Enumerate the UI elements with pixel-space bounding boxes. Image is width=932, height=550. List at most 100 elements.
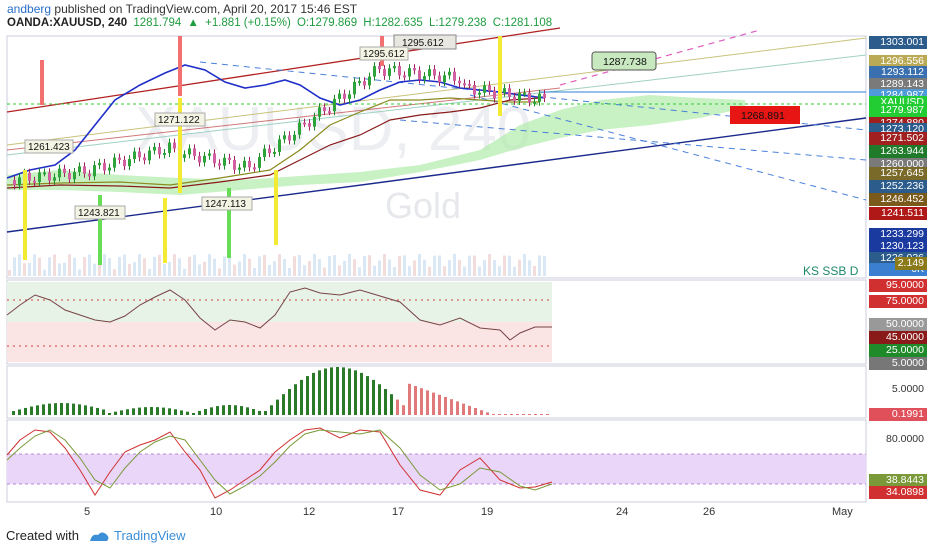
candle (428, 69, 431, 77)
candle (273, 151, 276, 154)
macd-bar (426, 390, 429, 415)
macd-bar (444, 397, 447, 415)
volume-bar (268, 264, 271, 276)
macd-bar (60, 403, 63, 415)
macd-bar (450, 399, 453, 415)
rsi-lower-zone (7, 322, 552, 362)
volume-bar (518, 259, 521, 276)
candle (313, 116, 316, 127)
macd-bar (162, 407, 165, 415)
macd-pane[interactable] (6, 365, 867, 419)
annotation-1261[interactable]: 1261.423 (24, 139, 74, 154)
macd-bar (528, 414, 531, 415)
author-link[interactable]: andberg (7, 2, 52, 16)
candle (393, 65, 396, 69)
macd-bar (108, 413, 111, 415)
macd-bar (360, 372, 363, 415)
macd-bar (306, 376, 309, 415)
volume-bar (293, 256, 296, 276)
macd-bar (120, 410, 123, 415)
marker-yellow (274, 170, 278, 245)
macd-bar (210, 407, 213, 415)
macd-bar (138, 407, 141, 415)
price-axis-label: 1293.112 (869, 66, 927, 79)
candle (258, 157, 261, 168)
candle (308, 123, 311, 127)
volume-bar (283, 258, 286, 276)
macd-bar (534, 414, 537, 415)
candle (103, 162, 106, 171)
volume-bar (428, 266, 431, 276)
volume-bar (448, 260, 451, 276)
annotation-1287[interactable]: 1287.738 (591, 51, 657, 71)
volume-bar (223, 256, 226, 276)
volume-bar (118, 256, 121, 276)
candle (83, 166, 86, 174)
ma-blue (6, 64, 546, 179)
volume-bar (173, 254, 176, 276)
macd-bar (546, 414, 549, 415)
candle (538, 93, 541, 102)
macd-bar (84, 405, 87, 415)
annotation-1295[interactable]: 1295.612 (393, 34, 457, 50)
price-axis-label: 1296.556 (869, 55, 927, 68)
annotation-1247[interactable]: 1247.113 (201, 196, 253, 211)
ma-darkred (6, 97, 541, 189)
volume-bar (403, 255, 406, 276)
macd-bar (252, 409, 255, 415)
candle (98, 162, 101, 166)
candle (348, 94, 351, 99)
annotation-1271[interactable]: 1271.122 (154, 112, 206, 127)
annotation-1295-small[interactable]: 1295.612 (359, 46, 409, 61)
volume-bar (358, 267, 361, 276)
time-axis: 5 10 12 17 19 24 26 May (84, 506, 853, 518)
candle (268, 148, 271, 154)
volume-bar (8, 270, 11, 276)
svg-text:1295.612: 1295.612 (363, 49, 405, 60)
volume-bar (328, 256, 331, 276)
tradingview-logo-icon (90, 532, 109, 541)
volume-bar (418, 254, 421, 276)
volume-bar (98, 262, 101, 276)
macd-bar (330, 367, 333, 415)
candle (48, 172, 51, 181)
volume-bar (23, 263, 26, 276)
marker-red (178, 36, 182, 96)
macd-bar (282, 394, 285, 415)
volume-bar (333, 255, 336, 276)
volume-bar (368, 255, 371, 276)
macd-bar (324, 368, 327, 415)
rsi-axis-label: 5.0000 (869, 357, 927, 370)
candle (493, 90, 496, 99)
candle (453, 71, 456, 81)
annotation-1268[interactable]: 1268.891 (730, 106, 800, 124)
rsi-axis-label: 95.0000 (869, 279, 927, 292)
candle (253, 167, 256, 170)
volume-bar (178, 258, 181, 276)
volume-bar (278, 254, 281, 276)
volume-bar (248, 258, 251, 276)
macd-bar (228, 405, 231, 415)
candle (333, 98, 336, 112)
volume-bar (153, 256, 156, 276)
candle (383, 69, 386, 76)
candle (28, 172, 31, 181)
rsi-axis-label: 50.0000 (869, 318, 927, 331)
annotation-1243[interactable]: 1243.821 (74, 205, 126, 220)
volume-bar (38, 257, 41, 276)
candle (523, 92, 526, 95)
high-value: H:1282.635 (363, 17, 423, 29)
last-price: 1281.794 (133, 17, 182, 29)
volume-bar (528, 260, 531, 276)
candle (318, 107, 321, 117)
macd-bar (246, 407, 249, 415)
candle (278, 139, 281, 152)
low-value: L:1279.238 (428, 17, 487, 29)
marker-yellow (178, 98, 182, 193)
macd-bar (402, 405, 405, 415)
volume-bar (28, 262, 31, 276)
tradingview-brand[interactable]: TradingView (114, 528, 186, 543)
candle (63, 168, 66, 173)
symbol-label[interactable]: OANDA:XAUUSD, 240 (7, 17, 128, 29)
